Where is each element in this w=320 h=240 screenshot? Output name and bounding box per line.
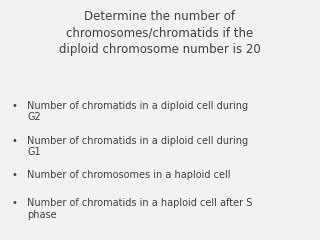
Text: •: • [11, 101, 17, 111]
Text: Number of chromosomes in a haploid cell: Number of chromosomes in a haploid cell [27, 170, 231, 180]
Text: •: • [11, 136, 17, 146]
Text: •: • [11, 198, 17, 208]
Text: Number of chromatids in a diploid cell during
G1: Number of chromatids in a diploid cell d… [27, 136, 248, 157]
Text: Determine the number of
chromosomes/chromatids if the
diploid chromosome number : Determine the number of chromosomes/chro… [59, 10, 261, 56]
Text: Number of chromatids in a haploid cell after S
phase: Number of chromatids in a haploid cell a… [27, 198, 252, 220]
Text: Number of chromatids in a diploid cell during
G2: Number of chromatids in a diploid cell d… [27, 101, 248, 122]
Text: •: • [11, 170, 17, 180]
